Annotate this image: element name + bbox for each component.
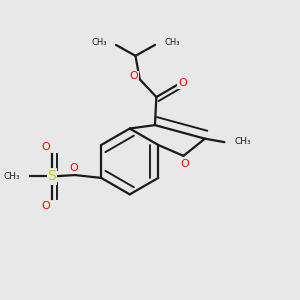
Text: CH₃: CH₃ xyxy=(164,38,180,47)
Text: O: O xyxy=(69,163,78,173)
Text: O: O xyxy=(178,78,187,88)
Text: O: O xyxy=(41,142,50,152)
Text: CH₃: CH₃ xyxy=(4,172,20,181)
Text: S: S xyxy=(48,169,56,184)
Text: CH₃: CH₃ xyxy=(91,38,107,47)
Text: O: O xyxy=(129,71,138,81)
Text: CH₃: CH₃ xyxy=(234,137,251,146)
Text: O: O xyxy=(41,201,50,211)
Text: O: O xyxy=(180,159,189,169)
